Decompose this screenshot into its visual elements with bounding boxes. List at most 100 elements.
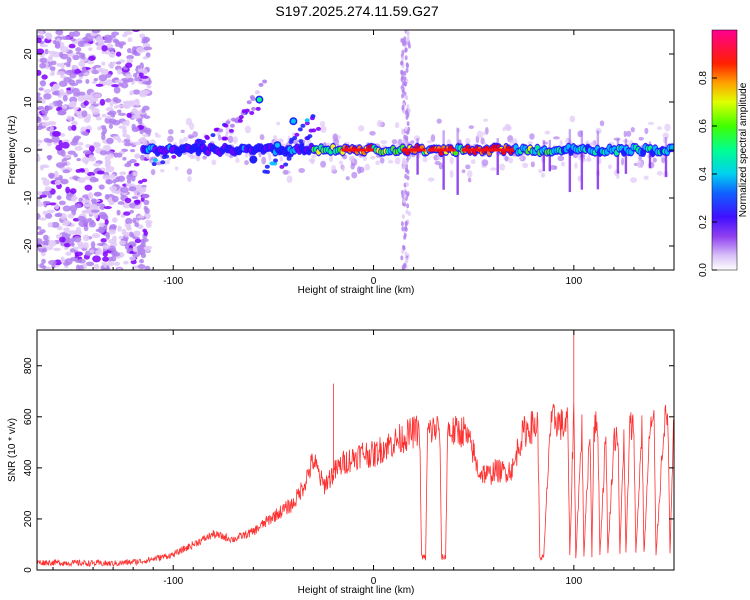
heatmap-cell xyxy=(131,123,136,130)
heatmap-cell xyxy=(108,201,115,206)
colorbar-tick-label: 0.8 xyxy=(698,71,709,85)
heatmap-cell xyxy=(50,221,60,228)
heatmap-cell xyxy=(465,164,471,170)
heatmap-cell xyxy=(235,157,240,163)
heatmap-peak xyxy=(401,148,406,152)
heatmap-cell xyxy=(294,132,300,137)
heatmap-cell xyxy=(105,179,114,185)
heatmap-cell xyxy=(113,86,121,94)
heatmap-cell xyxy=(126,174,132,181)
heatmap-cell xyxy=(292,132,296,137)
heatmap-cell xyxy=(402,245,406,251)
heatmap-cell xyxy=(574,162,578,169)
y-tick-label: 20 xyxy=(23,48,34,60)
heatmap-cell xyxy=(405,67,409,73)
heatmap-cell xyxy=(348,156,353,162)
heatmap-cell xyxy=(167,135,174,143)
heatmap-cell xyxy=(129,90,134,96)
heatmap-cell xyxy=(137,263,146,270)
heatmap-cell xyxy=(134,222,140,228)
heatmap-cell xyxy=(117,68,122,75)
heatmap-cell xyxy=(72,137,80,142)
heatmap-cell xyxy=(58,139,63,146)
heatmap-cell xyxy=(387,160,394,164)
heatmap-cell xyxy=(449,170,454,178)
heatmap-cell xyxy=(222,136,228,141)
heatmap-cell xyxy=(401,129,405,135)
heatmap-cell xyxy=(83,72,90,76)
heatmap-cell xyxy=(92,162,101,167)
heatmap-cell xyxy=(125,73,133,79)
heatmap-cell xyxy=(125,134,131,140)
heatmap-cell xyxy=(123,260,129,265)
heatmap-cell xyxy=(109,185,118,192)
heatmap-streak xyxy=(596,152,600,190)
heatmap-spot xyxy=(290,118,296,124)
heatmap-cell xyxy=(42,200,51,205)
heatmap-cell xyxy=(109,100,114,108)
x-tick-label: -100 xyxy=(163,576,183,587)
heatmap-cell xyxy=(401,193,405,199)
heatmap-cell xyxy=(113,152,119,158)
heatmap-cell xyxy=(38,30,44,37)
heatmap-cell xyxy=(39,57,48,64)
heatmap-cell xyxy=(75,226,82,234)
heatmap-cell xyxy=(101,45,108,52)
heatmap-cell xyxy=(44,212,53,219)
heatmap-cell xyxy=(80,126,87,132)
heatmap-cell xyxy=(126,160,132,165)
heatmap-cell xyxy=(112,217,118,223)
y-tick-label: 600 xyxy=(23,408,34,425)
heatmap-cell xyxy=(560,161,566,167)
heatmap-cell xyxy=(58,236,66,243)
heatmap-cell xyxy=(63,77,72,83)
heatmap-cell xyxy=(105,107,114,112)
heatmap-peak xyxy=(349,148,354,152)
colorbar-tick-label: 0.4 xyxy=(698,167,709,181)
heatmap-peak xyxy=(353,148,358,152)
heatmap-cell xyxy=(60,53,69,60)
heatmap-cell xyxy=(404,47,408,53)
heatmap-cell xyxy=(59,88,65,96)
heatmap-cell xyxy=(394,157,401,165)
heatmap-streak xyxy=(542,139,545,150)
heatmap-cell xyxy=(77,95,85,102)
heatmap-peak xyxy=(439,148,444,152)
heatmap-cell xyxy=(47,155,52,161)
heatmap-cell xyxy=(258,82,264,87)
heatmap-cell xyxy=(282,169,289,175)
heatmap-cell xyxy=(83,167,89,175)
heatmap-streak xyxy=(456,152,459,195)
heatmap-cell xyxy=(404,160,408,166)
heatmap-cell xyxy=(37,197,41,203)
heatmap-cell xyxy=(229,154,234,159)
heatmap-cell xyxy=(63,227,70,234)
heatmap-cell xyxy=(476,130,483,139)
heatmap-cell xyxy=(404,226,408,232)
heatmap-cell xyxy=(41,74,48,80)
heatmap-cell xyxy=(72,106,80,111)
heatmap-cell xyxy=(37,154,40,162)
heatmap-cell xyxy=(143,46,153,51)
figure-title: S197.2025.274.11.59.G27 xyxy=(275,3,438,19)
heatmap-cell xyxy=(117,109,122,114)
heatmap-cell xyxy=(150,168,156,176)
heatmap-cell xyxy=(146,222,152,228)
heatmap-cell xyxy=(54,170,59,177)
heatmap-cell xyxy=(47,222,53,228)
heatmap-cell xyxy=(102,244,111,250)
heatmap-cell xyxy=(129,256,136,261)
heatmap-cell xyxy=(406,112,410,118)
heatmap-cell xyxy=(82,150,92,155)
heatmap-cell xyxy=(37,139,42,144)
heatmap-cell xyxy=(192,155,196,159)
heatmap-cell xyxy=(66,56,72,64)
heatmap-cell xyxy=(490,167,497,171)
heatmap-cell xyxy=(136,186,143,192)
x-tick-label: 0 xyxy=(371,576,377,587)
heatmap-cell xyxy=(664,123,671,132)
heatmap-cell xyxy=(37,231,44,236)
heatmap-cell xyxy=(66,69,75,74)
heatmap-cell xyxy=(37,226,42,230)
heatmap-cell xyxy=(65,186,71,194)
